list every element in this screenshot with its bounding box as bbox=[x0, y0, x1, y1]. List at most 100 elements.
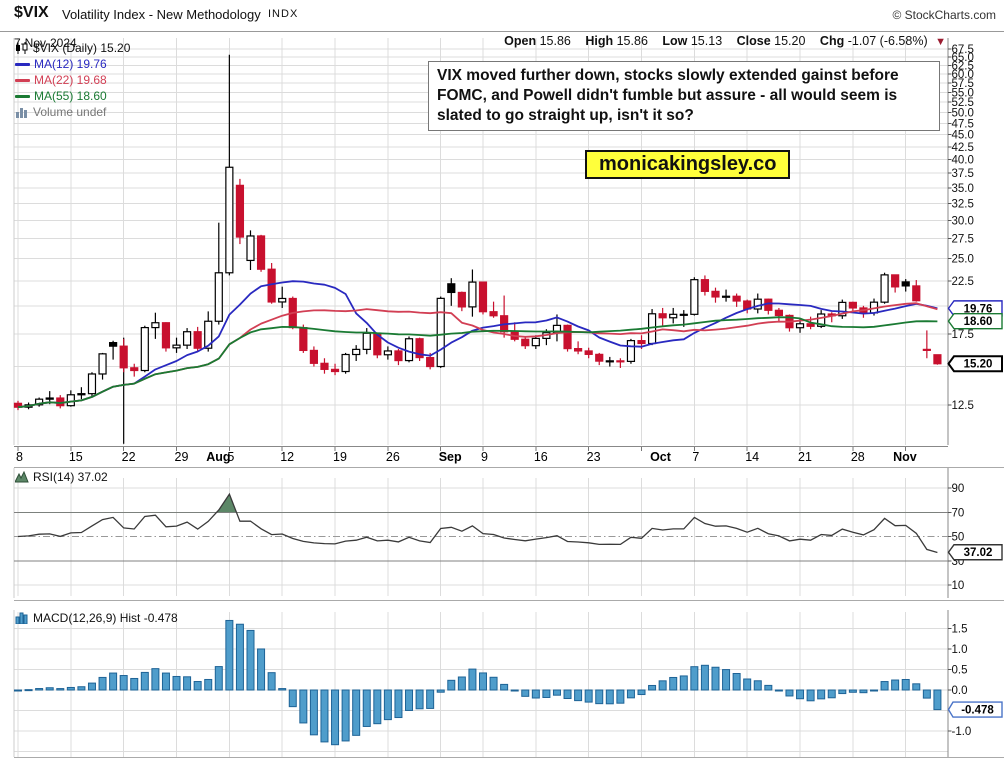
x-axis-label: 15 bbox=[69, 450, 83, 464]
x-axis-label: Aug bbox=[206, 450, 230, 464]
candle bbox=[330, 363, 340, 376]
candle bbox=[531, 335, 540, 349]
macd-bar bbox=[109, 672, 118, 691]
macd-bar bbox=[901, 678, 910, 691]
macd-bar bbox=[785, 689, 794, 697]
macd-bar bbox=[130, 677, 139, 691]
legend-volume-label: Volume undef bbox=[33, 105, 107, 119]
legend-ma22-row[interactable]: MA(22) 19.68 bbox=[15, 72, 130, 88]
macd-bar bbox=[214, 666, 223, 691]
macd-bar bbox=[299, 689, 308, 724]
candle bbox=[891, 274, 900, 293]
rsi-label-text: RSI(14) 37.02 bbox=[33, 470, 108, 484]
axis-value-tag: 15.20 bbox=[947, 355, 1003, 373]
candle bbox=[626, 338, 636, 364]
legend-ma55-row[interactable]: MA(55) 18.60 bbox=[15, 88, 130, 104]
candle bbox=[616, 358, 625, 368]
axis-tick-label: 42.5 bbox=[952, 142, 974, 154]
macd-bar bbox=[225, 619, 234, 691]
candle bbox=[309, 346, 319, 367]
legend-ma12-row[interactable]: MA(12) 19.76 bbox=[15, 56, 130, 72]
candle bbox=[436, 296, 445, 368]
x-axis-label: 22 bbox=[122, 450, 136, 464]
axis-value-tag: 37.02 bbox=[947, 544, 1003, 561]
rsi-panel-label[interactable]: RSI(14) 37.02 bbox=[15, 470, 108, 484]
macd-bar bbox=[637, 689, 646, 696]
legend-ma12-label: MA(12) 19.76 bbox=[34, 57, 107, 71]
macd-label-text: MACD(12,26,9) Hist -0.478 bbox=[33, 611, 178, 625]
x-axis-label: 28 bbox=[851, 450, 865, 464]
axis-tick-label: 0.5 bbox=[952, 665, 968, 677]
macd-bar bbox=[183, 676, 192, 691]
x-axis-label: 23 bbox=[587, 450, 601, 464]
close-value: 15.20 bbox=[774, 34, 806, 48]
macd-bar bbox=[711, 666, 720, 691]
open-label: Open bbox=[504, 34, 537, 48]
chg-label: Chg bbox=[819, 34, 845, 48]
macd-bar bbox=[193, 681, 202, 691]
legend-volume-row[interactable]: Volume undef bbox=[15, 104, 130, 120]
candle bbox=[161, 322, 171, 352]
macd-bar bbox=[658, 680, 667, 691]
axis-tick-label: 12.5 bbox=[952, 400, 974, 412]
macd-bar bbox=[542, 689, 551, 698]
macd-bar bbox=[848, 689, 857, 693]
candle bbox=[256, 234, 266, 272]
macd-bar bbox=[574, 689, 583, 702]
candle bbox=[56, 395, 65, 409]
macd-bar bbox=[796, 689, 805, 700]
axis-tick-label: 55.0 bbox=[952, 87, 974, 99]
candle bbox=[130, 363, 139, 377]
macd-bar bbox=[648, 684, 657, 691]
macd-panel-label[interactable]: MACD(12,26,9) Hist -0.478 bbox=[15, 611, 178, 625]
macd-bar bbox=[859, 689, 868, 694]
macd-bar bbox=[331, 689, 340, 746]
macd-bar bbox=[87, 682, 96, 691]
legend-price-row[interactable]: $VIX (Daily) 15.20 bbox=[15, 40, 130, 56]
candle bbox=[182, 328, 192, 349]
macd-bar bbox=[510, 689, 519, 692]
candle bbox=[658, 307, 667, 326]
macd-bar bbox=[278, 688, 287, 691]
axis-value-tag: 18.60 bbox=[947, 312, 1003, 330]
candle bbox=[457, 291, 466, 312]
axis-tick-label: 35.0 bbox=[952, 183, 974, 195]
macd-bar bbox=[827, 689, 836, 699]
axis-tick-label: 40.0 bbox=[952, 155, 974, 167]
macd-bar bbox=[267, 672, 276, 691]
legend-price-label: $VIX (Daily) 15.20 bbox=[33, 41, 131, 55]
axis-tick-label: 62.5 bbox=[952, 60, 974, 72]
axis-value-tag: -0.478 bbox=[947, 701, 1003, 718]
svg-text:37.02: 37.02 bbox=[964, 547, 993, 559]
macd-bar bbox=[426, 689, 435, 709]
low-label: Low bbox=[662, 34, 688, 48]
ma22-line-swatch bbox=[15, 78, 30, 82]
axis-tick-label: 45.0 bbox=[952, 130, 974, 142]
candle bbox=[859, 305, 868, 318]
candle bbox=[246, 230, 255, 271]
candle bbox=[774, 307, 783, 322]
close-label: Close bbox=[736, 34, 771, 48]
macd-bar bbox=[616, 689, 625, 704]
x-axis-label: 5 bbox=[227, 450, 234, 464]
open-value: 15.86 bbox=[539, 34, 571, 48]
x-axis-label: Nov bbox=[893, 450, 917, 464]
ma55-line-swatch bbox=[15, 94, 30, 98]
axis-tick-label: 65.0 bbox=[952, 52, 974, 64]
candle bbox=[933, 354, 942, 365]
macd-bar bbox=[373, 689, 382, 725]
candle bbox=[690, 277, 699, 316]
candle bbox=[352, 345, 361, 361]
macd-bar bbox=[35, 688, 44, 691]
x-axis-label: 8 bbox=[16, 450, 23, 464]
candle bbox=[764, 298, 773, 315]
copyright-label: © StockCharts.com bbox=[892, 8, 996, 22]
axis-labels: 67.565.062.560.057.555.052.550.047.545.0… bbox=[948, 44, 974, 738]
macd-bar bbox=[478, 672, 487, 691]
macd-bar bbox=[66, 686, 75, 691]
volume-bars-icon bbox=[16, 108, 27, 118]
macd-bar bbox=[732, 672, 741, 691]
high-value: 15.86 bbox=[616, 34, 648, 48]
